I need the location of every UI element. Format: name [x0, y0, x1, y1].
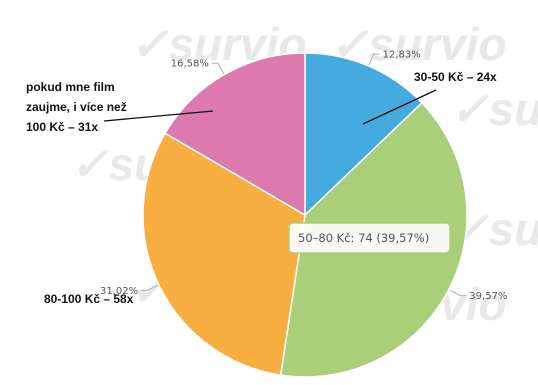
- watermark-text: ✓survio: [450, 83, 538, 135]
- leader-line-50-80: [449, 289, 467, 297]
- pie-slices: [142, 52, 468, 378]
- callout-label-100plus: pokud mne film zaujme, i více než 100 Kč…: [26, 80, 130, 134]
- callout-line-30-50: [362, 89, 437, 125]
- pie-slice-100plus[interactable]: [164, 52, 306, 217]
- leader-line-30-50: [368, 53, 380, 66]
- callout-line-100plus: [103, 110, 214, 122]
- watermark-text: ✓survio: [330, 18, 507, 70]
- pie-slice-30-50[interactable]: [304, 52, 423, 217]
- pie-slice-80-100[interactable]: [142, 132, 306, 377]
- leader-line-80-100: [141, 284, 159, 291]
- callout-label-80-100: 80-100 Kč – 58x: [44, 292, 134, 306]
- percent-labels: 12,83% 39,57% 31,02% 16,58%: [100, 50, 507, 303]
- percent-label-50-80: 39,57%: [469, 291, 507, 302]
- tooltip: 50–80 Kč: 74 (39,57%): [288, 222, 451, 254]
- callout-label-30-50: 30-50 Kč – 24x: [414, 70, 497, 84]
- percent-label-30-50: 12,83%: [383, 50, 421, 61]
- percent-label-80-100: 31,02%: [100, 286, 138, 297]
- tooltip-text: 50–80 Kč: 74 (39,57%): [298, 231, 429, 245]
- leader-line-100plus: [211, 62, 225, 74]
- tooltip-box: [288, 222, 451, 254]
- percent-label-100plus: 16,58%: [171, 59, 209, 70]
